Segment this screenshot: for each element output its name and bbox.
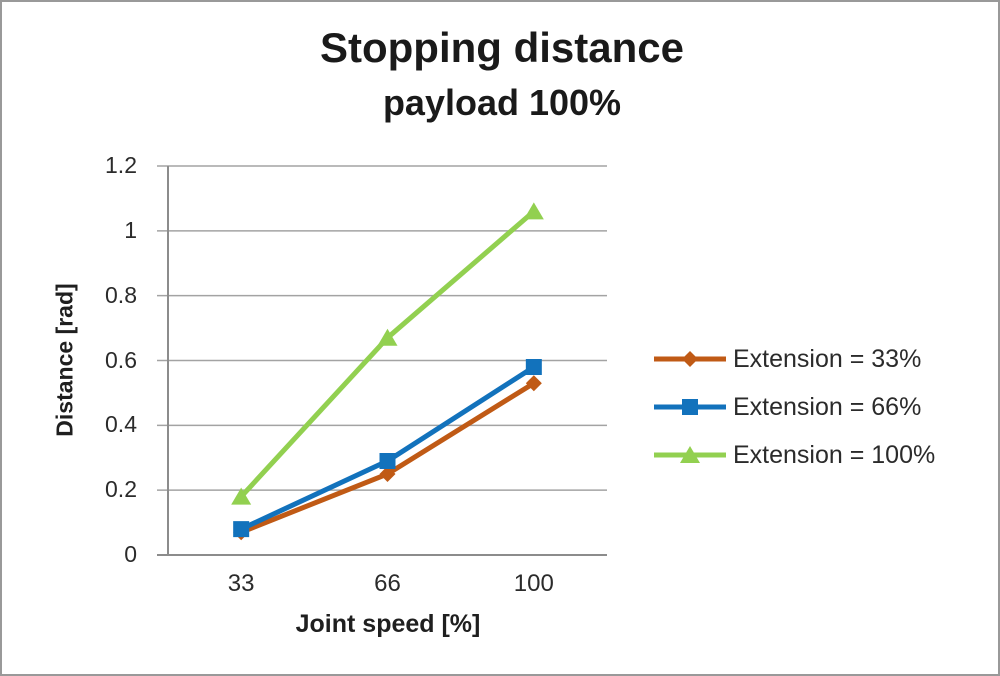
- chart-title: Stopping distance: [319, 24, 684, 71]
- legend-swatch-square-icon: [654, 399, 726, 415]
- y-tick-label: 0.4: [105, 411, 137, 438]
- y-tick-label: 0.6: [105, 346, 137, 373]
- legend-item: Extension = 66%: [653, 390, 921, 424]
- chart-subtitle: payload 100%: [382, 82, 622, 123]
- data-point-marker: [377, 328, 398, 346]
- x-tick-label: 100: [513, 570, 554, 597]
- legend-swatch-diamond-icon: [654, 351, 726, 367]
- legend-marker: [682, 351, 698, 367]
- data-point-marker: [233, 521, 250, 538]
- y-tick-label: 1: [124, 216, 137, 243]
- legend-label: Extension = 33%: [733, 344, 922, 373]
- legend-label: Extension = 66%: [733, 392, 922, 421]
- y-axis-title-text: Distance [rad]: [51, 283, 78, 437]
- data-point-marker: [525, 375, 542, 392]
- legend-swatch-triangle-icon: [654, 446, 726, 463]
- x-axis-title: Joint speed [%]: [295, 610, 481, 638]
- legend-item: Extension = 100%: [653, 438, 935, 472]
- legend-item: Extension = 33%: [653, 342, 921, 376]
- data-point-marker: [231, 487, 252, 505]
- data-point-marker: [379, 465, 396, 482]
- y-tick-label: 0.2: [105, 476, 137, 503]
- data-point-marker: [523, 202, 544, 220]
- x-tick-label: 33: [227, 570, 255, 597]
- legend-marker: [680, 446, 700, 463]
- legend-marker: [682, 399, 698, 415]
- x-tick-label: 66: [374, 570, 401, 597]
- y-tick-label: 0: [124, 541, 137, 567]
- data-point-marker: [525, 358, 542, 375]
- data-point-marker: [379, 452, 396, 469]
- y-tick-label: 0.8: [105, 281, 137, 308]
- legend-label: Extension = 100%: [733, 440, 936, 469]
- y-tick-label: 1.2: [105, 152, 137, 178]
